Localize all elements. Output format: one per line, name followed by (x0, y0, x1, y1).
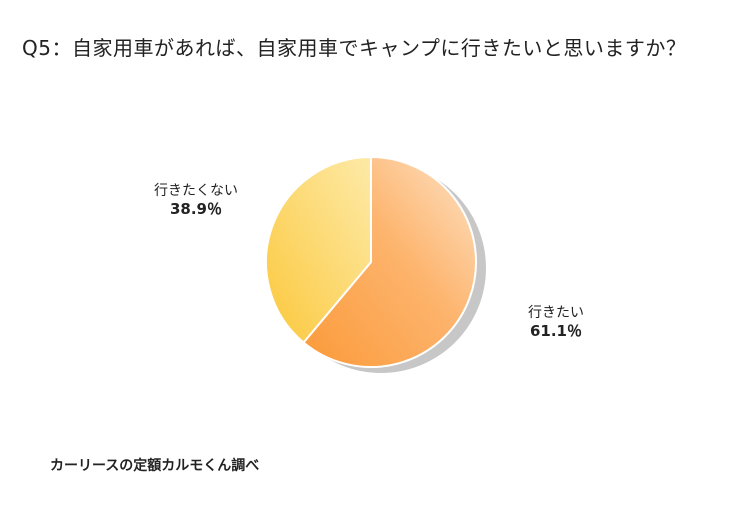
slice-label-yes-text: 行きたい (528, 305, 584, 321)
slice-label-no-value: 38.9％ (169, 200, 222, 218)
pie-slice-yes (302, 156, 477, 368)
pie-slices (265, 156, 477, 368)
slice-label-yes: 行きたい 61.1％ (510, 304, 602, 340)
slice-label-no: 行きたくない 38.9％ (142, 182, 250, 218)
slice-label-yes-value: 61.1％ (529, 322, 582, 340)
source-credit: カーリースの定額カルモくん調べ (50, 458, 260, 474)
pie-slice-no (265, 156, 372, 344)
slice-label-no-text: 行きたくない (154, 183, 238, 199)
chart-title: Q5：自家用車があれば、自家用車でキャンプに行きたいと思いますか？ (22, 36, 687, 60)
